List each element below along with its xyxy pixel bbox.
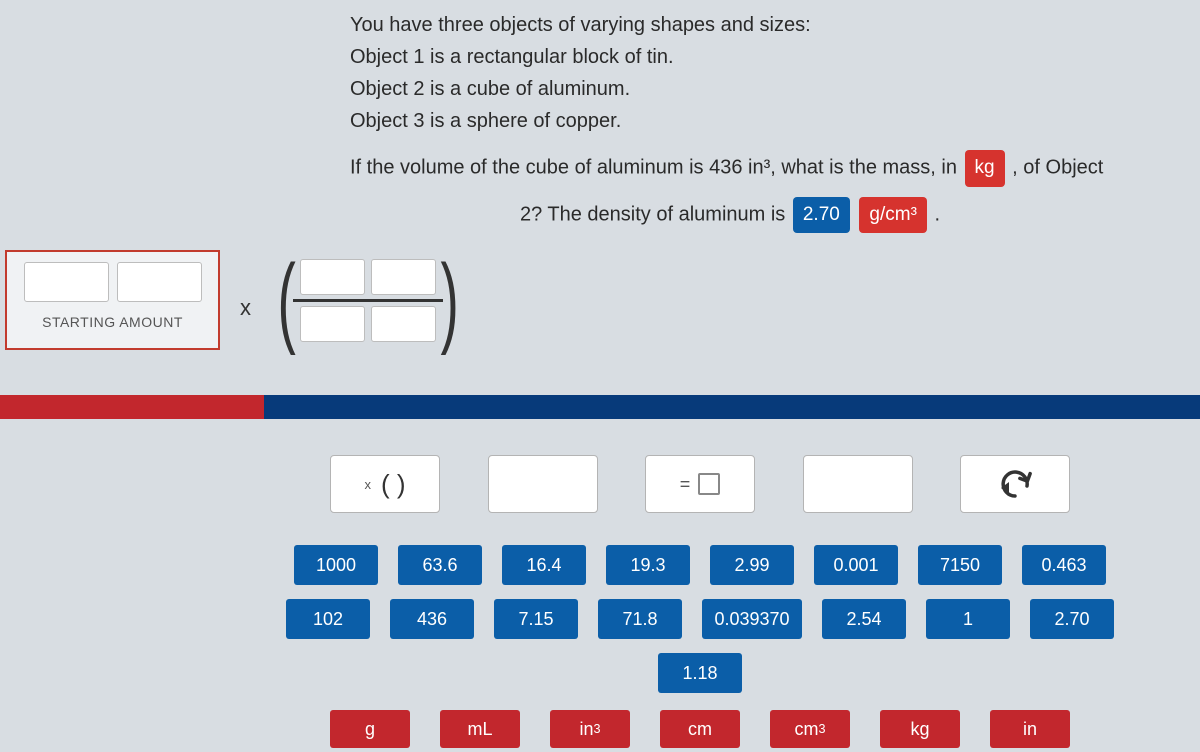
unit-tile[interactable]: mL: [440, 710, 520, 748]
equals-tile[interactable]: =: [645, 455, 755, 513]
add-factor-button[interactable]: x ( ): [330, 455, 440, 513]
numerator-value-field[interactable]: [300, 259, 365, 295]
denominator-row: [300, 306, 436, 342]
numerator-row: [300, 259, 436, 295]
problem-text: You have three objects of varying shapes…: [350, 10, 1110, 235]
number-tile[interactable]: 0.001: [814, 545, 898, 585]
unit-tile[interactable]: in3: [550, 710, 630, 748]
number-tile[interactable]: 16.4: [502, 545, 586, 585]
density-value-pill: 2.70: [793, 197, 850, 234]
unit-tile[interactable]: cm: [660, 710, 740, 748]
target-unit-pill: kg: [965, 150, 1005, 187]
number-row-1: 100063.616.419.32.990.00171500.463: [300, 545, 1100, 585]
right-paren: ): [441, 250, 459, 350]
unit-tiles-row: gmLin3cmcm3kgin: [350, 710, 1050, 748]
numerator-unit-field[interactable]: [371, 259, 436, 295]
intro-line: You have three objects of varying shapes…: [350, 10, 1110, 40]
starting-amount-label: STARTING AMOUNT: [15, 314, 210, 330]
density-unit-pill: g/cm³: [859, 197, 927, 234]
number-tile[interactable]: 0.463: [1022, 545, 1106, 585]
placeholder-tile-1[interactable]: [488, 455, 598, 513]
result-box-icon: [698, 473, 720, 495]
number-tile[interactable]: 2.54: [822, 599, 906, 639]
left-paren: (: [277, 250, 295, 350]
placeholder-tile-2[interactable]: [803, 455, 913, 513]
number-tile[interactable]: 71.8: [598, 599, 682, 639]
denominator-value-field[interactable]: [300, 306, 365, 342]
number-tile[interactable]: 19.3: [606, 545, 690, 585]
number-tile[interactable]: 0.039370: [702, 599, 802, 639]
number-tile[interactable]: 1: [926, 599, 1010, 639]
times-sign: x: [240, 295, 251, 321]
number-tile[interactable]: 7150: [918, 545, 1002, 585]
unit-tile[interactable]: in: [990, 710, 1070, 748]
number-tile[interactable]: 63.6: [398, 545, 482, 585]
question-line-2: 2? The density of aluminum is 2.70 g/cm³…: [350, 197, 1110, 234]
number-tiles-area: 100063.616.419.32.990.00171500.463 10243…: [300, 545, 1100, 707]
number-row-2: 1024367.1571.80.0393702.5412.70: [300, 599, 1100, 639]
unit-tile[interactable]: kg: [880, 710, 960, 748]
conversion-factor[interactable]: ( ): [270, 250, 467, 350]
progress-bar: [0, 395, 1200, 419]
number-tile[interactable]: 2.70: [1030, 599, 1114, 639]
number-tile[interactable]: 2.99: [710, 545, 794, 585]
object-2-line: Object 2 is a cube of aluminum.: [350, 74, 1110, 104]
number-tile[interactable]: 1.18: [658, 653, 742, 693]
unit-tile[interactable]: cm3: [770, 710, 850, 748]
starting-unit-field[interactable]: [117, 262, 202, 302]
number-tile[interactable]: 436: [390, 599, 474, 639]
number-tile[interactable]: 102: [286, 599, 370, 639]
undo-button[interactable]: [960, 455, 1070, 513]
unit-tile[interactable]: g: [330, 710, 410, 748]
number-row-3: 1.18: [300, 653, 1100, 693]
tool-row: x ( ) =: [330, 455, 1070, 513]
undo-icon: [997, 470, 1033, 498]
object-3-line: Object 3 is a sphere of copper.: [350, 106, 1110, 136]
number-tile[interactable]: 1000: [294, 545, 378, 585]
small-times: x: [364, 477, 371, 492]
object-1-line: Object 1 is a rectangular block of tin.: [350, 42, 1110, 72]
number-tile[interactable]: 7.15: [494, 599, 578, 639]
starting-amount-box[interactable]: STARTING AMOUNT: [5, 250, 220, 350]
fraction-bar: [293, 299, 443, 302]
denominator-unit-field[interactable]: [371, 306, 436, 342]
starting-value-field[interactable]: [24, 262, 109, 302]
question-line-1: If the volume of the cube of aluminum is…: [350, 150, 1110, 187]
